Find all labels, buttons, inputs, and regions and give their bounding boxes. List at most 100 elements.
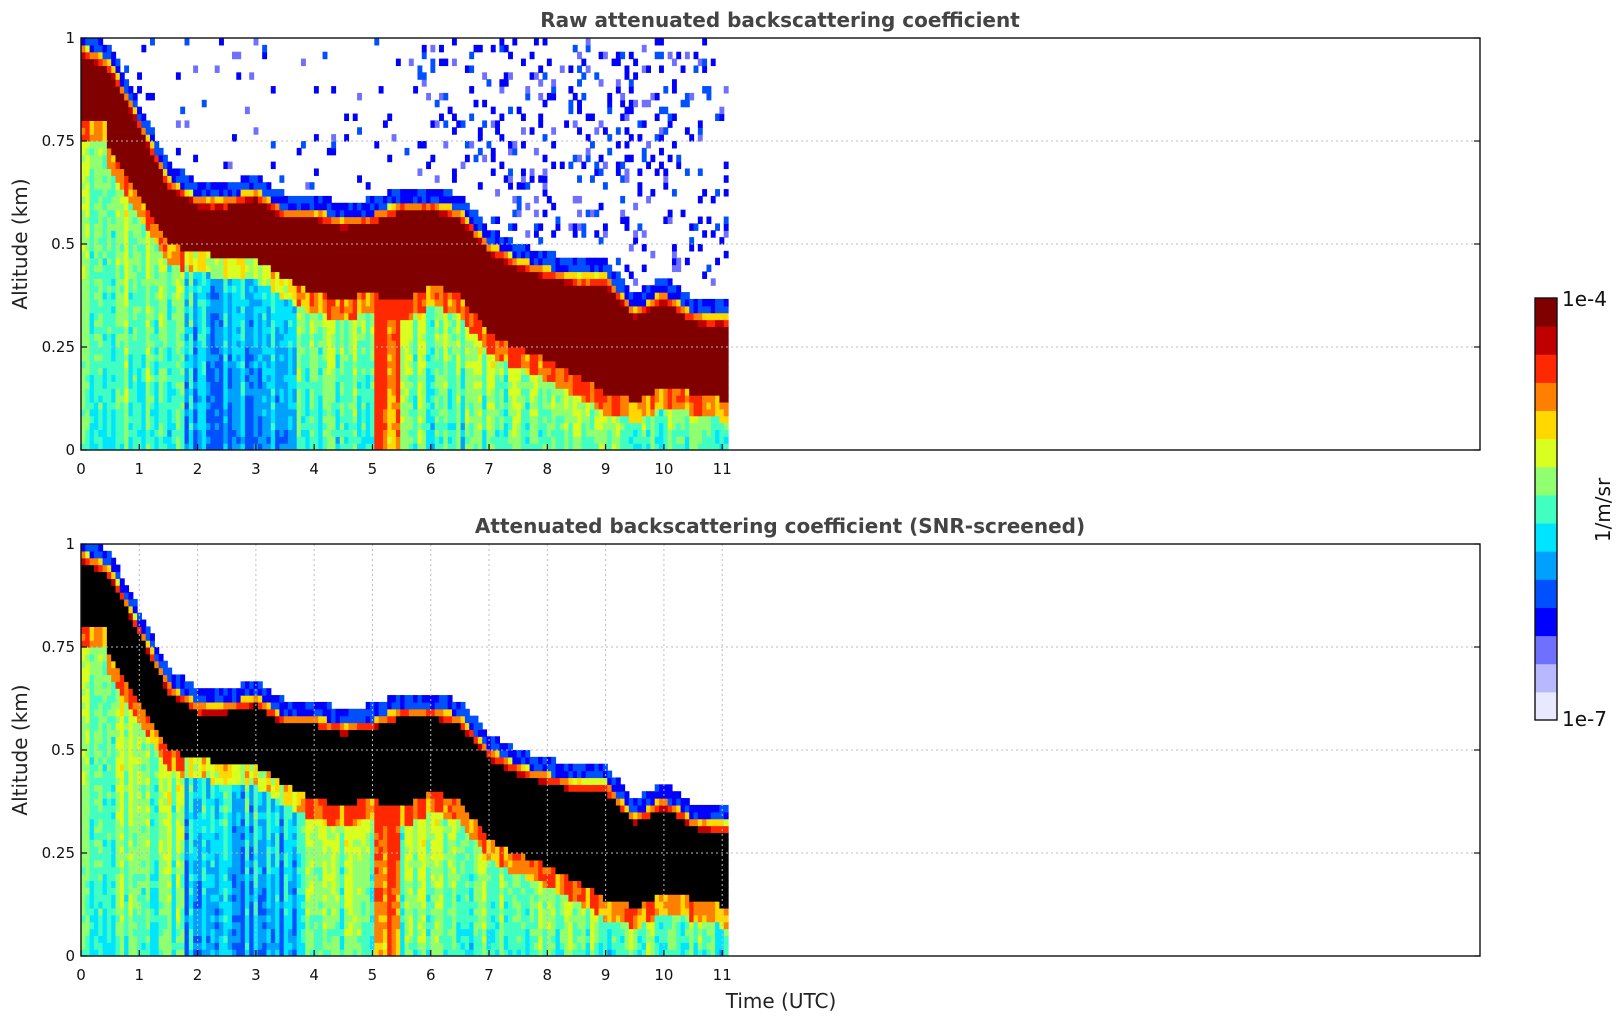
heatmap-cell [581, 298, 587, 307]
heatmap-cell [124, 401, 130, 410]
heatmap-cell [137, 340, 142, 348]
heatmap-cell [508, 106, 513, 115]
heatmap-cell [124, 79, 130, 87]
heatmap-cell [486, 333, 492, 341]
heatmap-cell [305, 202, 311, 211]
heatmap-cell [365, 360, 371, 369]
heatmap-cell [421, 388, 427, 396]
heatmap-cell [167, 347, 173, 355]
heatmap-cell [443, 443, 449, 450]
heatmap-cell [214, 326, 220, 334]
heatmap-cell [443, 285, 449, 293]
heatmap-cell [581, 333, 587, 341]
heatmap-cell [495, 189, 501, 197]
heatmap-cell [288, 223, 293, 231]
heatmap-cell [309, 353, 315, 362]
heatmap-cell [439, 292, 444, 300]
heatmap-cell [93, 202, 99, 211]
heatmap-cell [262, 429, 268, 437]
heatmap-cell [214, 257, 220, 266]
heatmap-cell [348, 223, 354, 231]
heatmap-cell [585, 312, 591, 321]
heatmap-cell [300, 312, 306, 321]
heatmap-cell [533, 223, 539, 231]
heatmap-cell [374, 298, 380, 307]
heatmap-cell [137, 388, 142, 396]
heatmap-cell [89, 99, 95, 108]
heatmap-cell [180, 374, 186, 382]
heatmap-cell [546, 319, 552, 327]
heatmap-cell [240, 415, 246, 424]
heatmap-cell [102, 388, 108, 396]
heatmap-cell [171, 209, 177, 218]
heatmap-cell [141, 209, 147, 218]
heatmap-cell [559, 429, 565, 437]
heatmap-cell [439, 415, 444, 424]
heatmap-cell [542, 278, 548, 286]
heatmap-cell [102, 202, 108, 211]
heatmap-cell [551, 271, 557, 279]
heatmap-cell [486, 319, 492, 327]
heatmap-cell [188, 429, 194, 437]
heatmap-cell [568, 422, 574, 430]
heatmap-cell [223, 202, 229, 211]
heatmap-cell [150, 401, 155, 410]
heatmap-cell [542, 182, 548, 190]
heatmap-cell [370, 195, 375, 204]
heatmap-cell [503, 44, 509, 53]
heatmap-cell [167, 374, 173, 382]
heatmap-cell [477, 436, 483, 444]
heatmap-cell [240, 292, 246, 300]
heatmap-cell [598, 312, 604, 321]
heatmap-cell [124, 106, 130, 115]
heatmap-cell [180, 278, 186, 286]
heatmap-cell [495, 271, 501, 279]
heatmap-cell [469, 292, 475, 300]
heatmap-cell [201, 312, 207, 321]
heatmap-cell [538, 278, 544, 286]
heatmap-cell [262, 319, 268, 327]
heatmap-cell [443, 333, 449, 341]
heatmap-cell [594, 285, 600, 293]
heatmap-cell [111, 422, 117, 430]
heatmap-cell [81, 79, 86, 87]
heatmap-cell [546, 257, 552, 266]
heatmap-cell [331, 312, 337, 321]
heatmap-cell [119, 319, 125, 327]
heatmap-cell [313, 319, 319, 327]
heatmap-cell [171, 175, 177, 183]
heatmap-cell [434, 340, 440, 348]
heatmap-cell [529, 443, 535, 450]
heatmap-cell [162, 353, 168, 362]
heatmap-cell [503, 360, 509, 369]
heatmap-cell [93, 319, 99, 327]
heatmap-cell [296, 292, 302, 300]
heatmap-cell [417, 353, 423, 362]
heatmap-cell [538, 65, 544, 73]
heatmap-cell [266, 216, 272, 224]
heatmap-cell [300, 443, 306, 450]
heatmap-cell [81, 113, 86, 121]
heatmap-cell [206, 388, 211, 396]
heatmap-cell [607, 347, 613, 355]
heatmap-cell [300, 333, 306, 341]
heatmap-cell [486, 381, 492, 389]
heatmap-cell [313, 388, 319, 396]
heatmap-cell [275, 401, 281, 410]
heatmap-cell [102, 250, 108, 259]
heatmap-cell [413, 340, 419, 348]
heatmap-cell [102, 436, 108, 444]
heatmap-cell [223, 381, 229, 389]
heatmap-cell [236, 415, 242, 424]
heatmap-cell [111, 305, 117, 314]
heatmap-cell [391, 422, 397, 430]
heatmap-cell [128, 175, 134, 183]
heatmap-cell [374, 141, 380, 149]
heatmap-cell [141, 223, 147, 231]
heatmap-cell [257, 401, 263, 410]
heatmap-cell [115, 79, 121, 87]
heatmap-cell [382, 381, 388, 389]
heatmap-cell [175, 182, 181, 190]
heatmap-cell [184, 278, 190, 286]
heatmap-cell [331, 264, 337, 273]
